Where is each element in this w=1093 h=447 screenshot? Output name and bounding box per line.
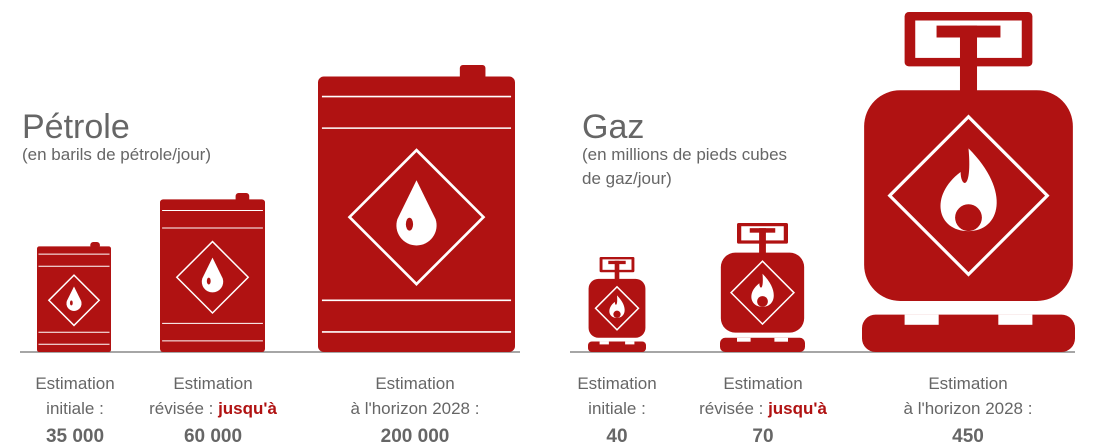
label-text: révisée : bbox=[149, 399, 213, 418]
item-label: à l'horizon 2028 : bbox=[904, 399, 1033, 418]
label-text: Estimation bbox=[723, 374, 802, 393]
flame-core bbox=[757, 296, 768, 307]
section-subtitle: (en millions de pieds cubes bbox=[582, 145, 787, 164]
page: Pétrole(en barils de pétrole/jour) Estima… bbox=[0, 0, 1093, 447]
item-label: Estimation bbox=[928, 374, 1007, 393]
label-text: à l'horizon 2028 : bbox=[351, 399, 480, 418]
item-label: Estimation bbox=[577, 374, 656, 393]
item-value: 35 000 bbox=[46, 426, 104, 447]
cylinder-base bbox=[588, 342, 646, 352]
section-subtitle: (en barils de pétrole/jour) bbox=[22, 145, 211, 164]
label-text: Estimation bbox=[375, 374, 454, 393]
label-text: Estimation bbox=[577, 374, 656, 393]
item-label: Estimation bbox=[375, 374, 454, 393]
drop-shine bbox=[406, 218, 413, 231]
label-text: à l'horizon 2028 : bbox=[904, 399, 1033, 418]
item-label: Estimation bbox=[723, 374, 802, 393]
label-text: initiale : bbox=[46, 399, 104, 418]
item-value: 450 bbox=[952, 426, 984, 447]
item-value: 60 000 bbox=[184, 426, 242, 447]
drop-shine bbox=[207, 278, 211, 285]
base-gap bbox=[998, 315, 1032, 325]
cylinder-base bbox=[720, 338, 805, 352]
item-label: révisée : jusqu'à bbox=[149, 399, 277, 418]
item-value: 200 000 bbox=[381, 426, 450, 447]
label-text: Estimation bbox=[173, 374, 252, 393]
handle-stem bbox=[615, 261, 620, 280]
item-label: révisée : jusqu'à bbox=[699, 399, 827, 418]
base-gap bbox=[774, 338, 788, 342]
base-gap bbox=[625, 342, 634, 345]
handle-stem bbox=[960, 26, 977, 94]
item-label: à l'horizon 2028 : bbox=[351, 399, 480, 418]
section-title: Gaz bbox=[582, 108, 644, 146]
label-highlight: jusqu'à bbox=[217, 399, 277, 418]
section-subtitle: de gaz/jour) bbox=[582, 169, 672, 188]
label-highlight: jusqu'à bbox=[767, 399, 827, 418]
flame-core bbox=[955, 204, 982, 231]
section-title: Pétrole bbox=[22, 108, 130, 146]
label-text: Estimation bbox=[928, 374, 1007, 393]
base-gap bbox=[737, 338, 751, 342]
drop-shine bbox=[70, 301, 73, 306]
item-label: initiale : bbox=[588, 399, 646, 418]
base-gap bbox=[905, 315, 939, 325]
item-value: 40 bbox=[606, 426, 627, 447]
cylinder-base bbox=[862, 315, 1075, 352]
item-label: Estimation bbox=[35, 374, 114, 393]
item-label: Estimation bbox=[173, 374, 252, 393]
label-text: Estimation bbox=[35, 374, 114, 393]
label-text: initiale : bbox=[588, 399, 646, 418]
handle-stem bbox=[759, 228, 766, 254]
flame-core bbox=[613, 311, 620, 318]
base-gap bbox=[600, 342, 609, 345]
label-text: révisée : bbox=[699, 399, 763, 418]
item-value: 70 bbox=[752, 426, 773, 447]
item-label: initiale : bbox=[46, 399, 104, 418]
infographic: Pétrole(en barils de pétrole/jour) Estima… bbox=[0, 0, 1093, 447]
